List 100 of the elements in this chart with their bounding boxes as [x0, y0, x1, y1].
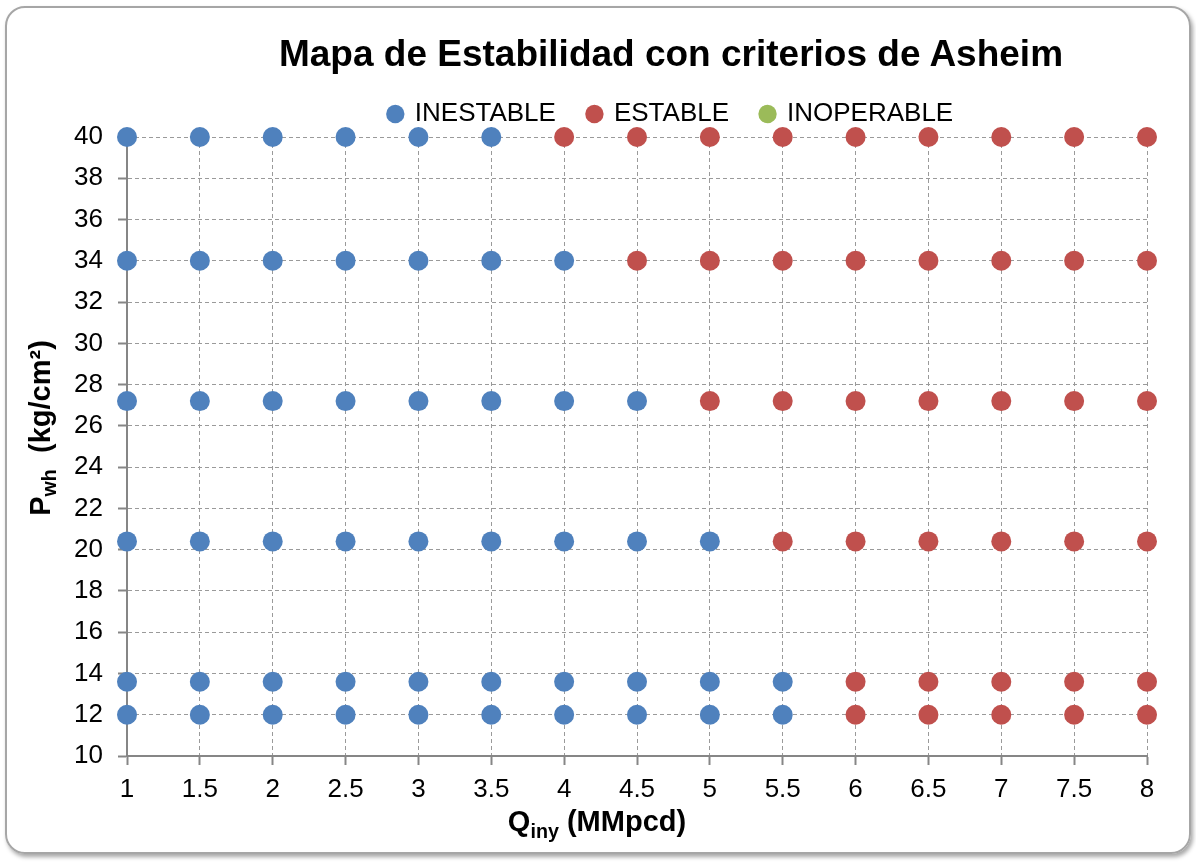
point: [1064, 704, 1085, 725]
point: [991, 704, 1012, 725]
point: [991, 250, 1012, 271]
x-tick-label: 2: [265, 772, 280, 803]
point: [699, 127, 720, 147]
point: [772, 391, 793, 412]
point: [699, 250, 720, 271]
point: [845, 671, 866, 692]
x-tick-label: 7: [994, 772, 1009, 803]
y-tick-label: 30: [74, 326, 103, 357]
point: [335, 250, 356, 271]
point: [117, 250, 137, 271]
point: [1137, 391, 1157, 412]
x-tick-label: 5.5: [764, 772, 801, 803]
x-tick-label: 3: [411, 772, 426, 803]
point: [335, 531, 356, 552]
point: [918, 671, 939, 692]
point: [845, 391, 866, 412]
point: [262, 391, 283, 412]
x-tick-label: 1: [119, 772, 135, 803]
point: [335, 127, 356, 147]
y-tick-label: 32: [74, 285, 103, 316]
point: [699, 531, 720, 552]
point: [1064, 671, 1085, 692]
point: [262, 127, 283, 147]
point: [189, 250, 210, 271]
point: [772, 671, 793, 692]
point: [772, 531, 793, 552]
point: [554, 127, 575, 147]
point: [772, 704, 793, 725]
point: [1137, 250, 1157, 271]
point: [189, 704, 210, 725]
point: [481, 671, 502, 692]
x-tick-label: 8: [1139, 772, 1155, 803]
point: [335, 391, 356, 412]
point: [408, 250, 429, 271]
point: [408, 391, 429, 412]
point: [1137, 127, 1157, 147]
y-tick-label: 12: [74, 697, 103, 728]
point: [335, 704, 356, 725]
point: [918, 127, 939, 147]
point: [699, 671, 720, 692]
point: [408, 704, 429, 725]
point: [189, 671, 210, 692]
point: [1137, 704, 1157, 725]
y-tick-label: 16: [74, 615, 103, 646]
point: [408, 127, 429, 147]
point: [991, 127, 1012, 147]
point: [627, 127, 647, 147]
point: [481, 391, 502, 412]
point: [189, 127, 210, 147]
point: [117, 391, 137, 412]
point: [1137, 531, 1157, 552]
point: [991, 531, 1012, 552]
point: [918, 531, 939, 552]
point: [627, 531, 647, 552]
point: [335, 671, 356, 692]
point: [991, 671, 1012, 692]
y-tick-label: 14: [74, 656, 103, 687]
y-tick-label: 28: [74, 367, 103, 398]
point: [554, 531, 575, 552]
point: [845, 704, 866, 725]
point: [262, 250, 283, 271]
y-tick-label: 40: [74, 120, 103, 151]
point: [772, 127, 793, 147]
point: [262, 671, 283, 692]
x-tick-label: 7.5: [1056, 772, 1093, 803]
point: [554, 250, 575, 271]
point: [918, 250, 939, 271]
point: [627, 391, 647, 412]
point: [1064, 391, 1085, 412]
y-tick-label: 10: [74, 739, 103, 770]
point: [627, 671, 647, 692]
y-tick-label: 24: [74, 450, 103, 481]
point: [845, 127, 866, 147]
point: [189, 531, 210, 552]
point: [699, 704, 720, 725]
point: [481, 531, 502, 552]
y-tick-label: 36: [74, 202, 103, 233]
point: [189, 391, 210, 412]
point: [554, 391, 575, 412]
point: [1137, 671, 1157, 692]
legend-label: INOPERABLE: [787, 97, 954, 128]
x-tick-label: 6: [848, 772, 863, 803]
legend-label: ESTABLE: [613, 97, 730, 128]
point: [845, 250, 866, 271]
y-tick-label: 22: [74, 491, 103, 522]
point: [262, 531, 283, 552]
point: [991, 391, 1012, 412]
point: [918, 391, 939, 412]
x-tick-label: 3.5: [473, 772, 510, 803]
point: [117, 671, 137, 692]
x-tick-label: 6.5: [910, 772, 947, 803]
point: [554, 671, 575, 692]
point: [408, 531, 429, 552]
x-tick-label: 1.5: [181, 772, 218, 803]
point: [481, 704, 502, 725]
x-tick-label: 4.5: [618, 772, 656, 803]
point: [699, 391, 720, 412]
x-tick-label: 4: [556, 772, 572, 803]
